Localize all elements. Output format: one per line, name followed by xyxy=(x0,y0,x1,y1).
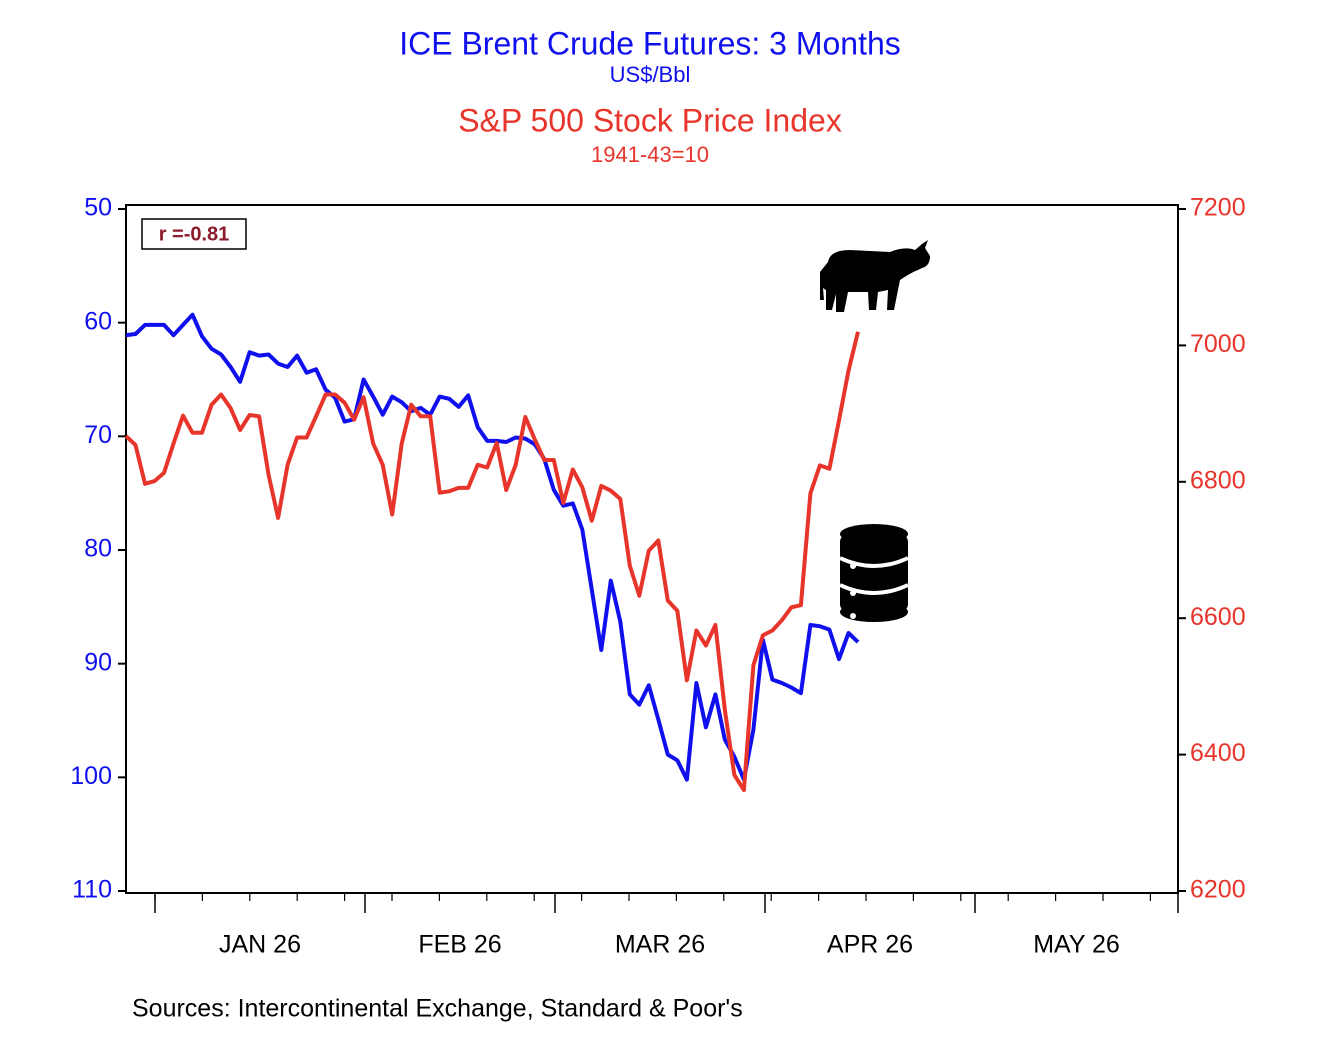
annotation-box xyxy=(141,218,247,250)
x-tick-label: APR 26 xyxy=(827,931,913,959)
y-tick-label: 50 xyxy=(84,194,112,222)
chart-title: ICE Brent Crude Futures: 3 Months xyxy=(399,25,901,61)
y2-tick-label: 6200 xyxy=(1190,876,1246,904)
source-note: Sources: Intercontinental Exchange, Stan… xyxy=(132,995,743,1023)
x-tick-label: JAN 26 xyxy=(219,931,301,959)
y-tick-label: 90 xyxy=(84,648,112,676)
y2-tick-label: 6600 xyxy=(1190,603,1246,631)
y2-tick-label: 6400 xyxy=(1190,739,1246,767)
y-tick-label: 100 xyxy=(70,762,112,790)
chart-subtitle-2: 1941-43=10 xyxy=(591,142,709,167)
y2-tick-label: 7200 xyxy=(1190,194,1246,222)
y-tick-label: 110 xyxy=(72,876,112,904)
bull-icon xyxy=(820,240,930,312)
barrel-icon xyxy=(839,524,909,622)
x-tick-label: MAY 26 xyxy=(1033,931,1120,959)
annotation: r =-0.81 xyxy=(159,223,230,245)
y2-tick-label: 6800 xyxy=(1190,466,1246,494)
series-line xyxy=(124,331,860,793)
y-tick-label: 70 xyxy=(84,421,112,449)
chart-subtitle: US$/Bbl xyxy=(610,62,691,87)
y2-tick-label: 7000 xyxy=(1190,330,1246,358)
y-tick-label: 60 xyxy=(84,307,112,335)
x-tick-label: FEB 26 xyxy=(418,931,501,959)
y-tick-label: 80 xyxy=(84,535,112,563)
chart-title-2: S&P 500 Stock Price Index xyxy=(458,102,842,138)
x-tick-label: MAR 26 xyxy=(615,931,705,959)
series-line xyxy=(125,312,860,782)
